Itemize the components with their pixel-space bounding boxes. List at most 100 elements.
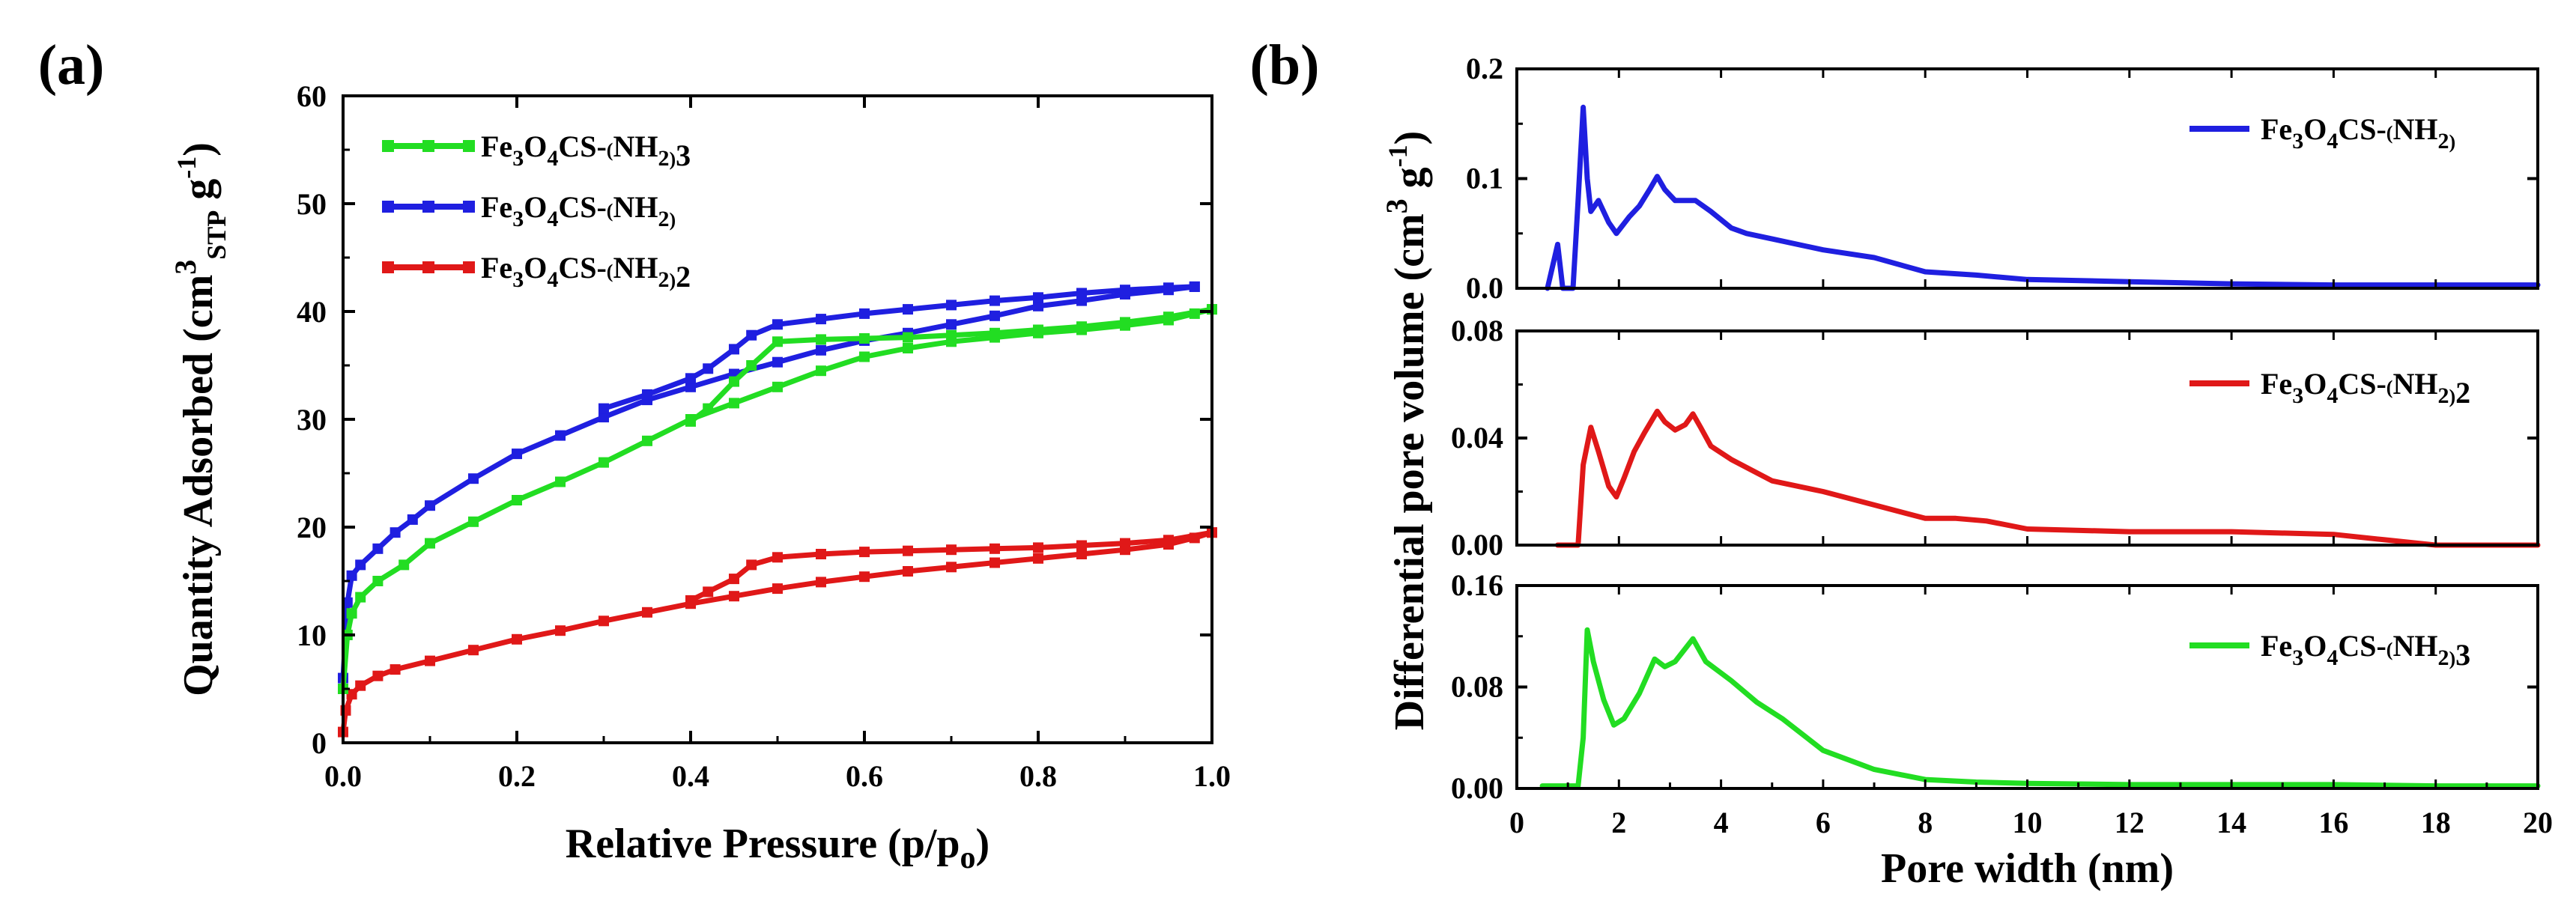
- formula-cs: CS-: [2338, 112, 2386, 146]
- legend-swatch-marker: [382, 140, 394, 152]
- data-point: [398, 559, 410, 571]
- data-point: [772, 381, 783, 392]
- formula-paren: ): [669, 209, 676, 231]
- data-point: [372, 576, 384, 586]
- formula-paren: ): [2449, 648, 2455, 669]
- y-axis-label: Differential pore volume (cm3 g-1): [1380, 131, 1433, 731]
- y-tick-label: 0: [312, 726, 327, 760]
- data-point: [468, 473, 479, 484]
- legend-b-item: Fe3O4CS-(NH2): [2189, 112, 2455, 153]
- data-point: [946, 544, 957, 556]
- y-tick-label: 0.16: [1451, 568, 1503, 602]
- data-point: [1033, 300, 1043, 311]
- y-tick-label: 0.00: [1451, 528, 1503, 562]
- y-axis-label-b: Differential pore volume (cm3 g-1): [1380, 131, 1433, 731]
- psd-line: [1539, 627, 2541, 789]
- data-point: [703, 586, 714, 598]
- data-point: [642, 606, 652, 618]
- formula-paren: ): [669, 270, 676, 291]
- formula-paren: ): [669, 148, 676, 170]
- data-point: [772, 319, 783, 330]
- y-tick-label: 60: [297, 79, 327, 113]
- legend-label: Fe3O4CS-(NH2)2: [2261, 367, 2470, 410]
- x-tick-label: 4: [1714, 806, 1729, 839]
- formula-o: O: [2303, 112, 2327, 146]
- y-tick-label: 20: [297, 511, 327, 544]
- y-label-sup: -1: [1383, 145, 1413, 167]
- formula-sub: 3: [2292, 645, 2303, 670]
- x-tick-label: 16: [2318, 806, 2348, 839]
- y-label-sup: 3: [1380, 198, 1413, 213]
- y-tick-label: 0.00: [1451, 771, 1503, 805]
- y-axis-label-a: Quantity Adsorbed (cm3STP g-1): [169, 142, 231, 696]
- formula-nh: NH: [613, 251, 658, 285]
- formula-sub: 4: [2327, 645, 2338, 670]
- formula-o: O: [524, 190, 547, 224]
- x-tick-label: 20: [2523, 806, 2553, 839]
- data-point: [425, 500, 435, 511]
- data-point: [685, 595, 696, 606]
- data-point: [990, 327, 1000, 338]
- formula-sub: 4: [547, 267, 558, 292]
- legend-item: Fe3O4CS-(NH2)3: [382, 130, 691, 172]
- formula-sub: 4: [2327, 383, 2338, 408]
- formula-paren: (: [607, 139, 613, 161]
- x-axis-label-b: Pore width (nm): [1881, 845, 2174, 892]
- formula-paren: (: [607, 200, 613, 222]
- data-point: [642, 389, 652, 400]
- data-point: [729, 591, 739, 602]
- data-point: [859, 351, 870, 362]
- data-point: [468, 516, 479, 527]
- data-point: [512, 449, 522, 460]
- data-point: [555, 476, 566, 487]
- y-tick-label: 50: [297, 187, 327, 221]
- formula-fe: Fe: [2261, 367, 2292, 401]
- formula-nh: NH: [2392, 629, 2437, 663]
- x-tick-label: 0: [1509, 806, 1524, 839]
- data-point: [946, 319, 957, 330]
- data-point: [1163, 311, 1174, 323]
- desorption-markers: [685, 527, 1217, 606]
- legend-swatch-marker: [463, 140, 475, 152]
- y-tick-label: 0.1: [1466, 162, 1503, 195]
- data-point: [598, 412, 609, 423]
- x-axis-label: Relative Pressure (p/po): [566, 821, 990, 875]
- panel-label-a: (a): [38, 34, 105, 97]
- data-point: [746, 360, 757, 371]
- y-label-end: ): [175, 142, 222, 156]
- formula-index: 3: [2455, 638, 2470, 672]
- data-point: [859, 308, 870, 319]
- formula-fe: Fe: [481, 251, 512, 285]
- x-tick-label: 1.0: [1193, 759, 1231, 793]
- formula-sub: 2: [2437, 645, 2449, 670]
- x-tick-label: 0.6: [846, 759, 883, 793]
- y-label-text: Differential pore volume (cm: [1387, 213, 1433, 730]
- formula-sub: 2: [658, 146, 669, 171]
- y-tick-label: 0.08: [1451, 314, 1503, 347]
- subplot-frame: [1515, 67, 2539, 290]
- formula-paren: ): [2449, 386, 2455, 407]
- data-point: [346, 608, 357, 619]
- data-point: [703, 363, 714, 374]
- formula-cs: CS-: [2338, 367, 2386, 401]
- data-point: [729, 344, 739, 355]
- legend-label: Fe3O4CS-(NH2): [481, 190, 676, 231]
- data-point: [859, 547, 870, 558]
- y-tick-label: 10: [297, 618, 327, 652]
- data-point: [1076, 540, 1087, 551]
- legend-swatch-marker: [382, 201, 394, 213]
- legend-label: Fe3O4CS-(NH2)3: [481, 130, 691, 172]
- formula-index: 3: [676, 139, 691, 172]
- formula-o: O: [2303, 629, 2327, 663]
- legend-swatch-marker: [422, 261, 434, 273]
- x-label-sub: o: [960, 841, 976, 875]
- data-point: [990, 310, 1000, 321]
- y-label-sup: 3: [169, 260, 202, 275]
- legend-label: Fe3O4CS-(NH2)2: [481, 251, 691, 294]
- data-point: [425, 538, 435, 549]
- formula-sub: 4: [547, 146, 558, 171]
- data-point: [1189, 308, 1200, 319]
- data-point: [772, 583, 783, 595]
- data-point: [772, 336, 783, 347]
- data-point: [1120, 285, 1130, 296]
